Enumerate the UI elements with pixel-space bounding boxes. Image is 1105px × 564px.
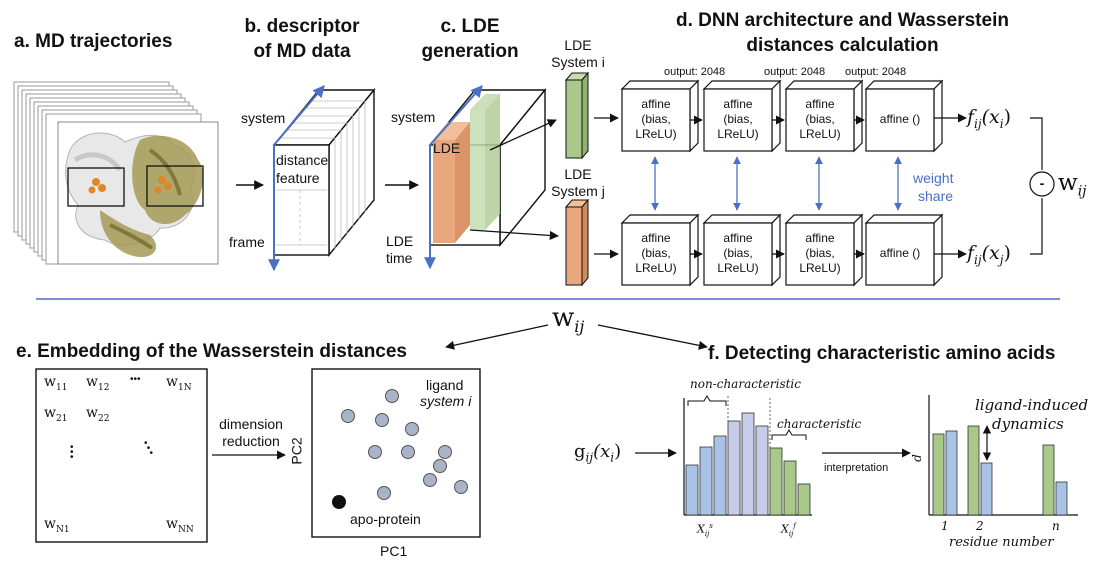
arrow-to-f: [597, 324, 708, 350]
matrix-w22: w22: [86, 405, 110, 424]
residue-tick-1: 1: [941, 519, 949, 533]
embedding-points: [341, 389, 468, 500]
output-label-2: output: 2048: [764, 66, 826, 78]
panel-b-title-1: b. descriptor: [244, 16, 360, 37]
axis-pc2: PC2: [288, 437, 305, 465]
lde-cube: [424, 85, 547, 270]
axis-label-system-c: system: [391, 109, 436, 125]
label-lde: LDE: [433, 140, 461, 156]
weight-share-label-2: share: [918, 188, 954, 204]
dimension-label: dimension: [219, 416, 283, 432]
matrix-w12: w12: [86, 374, 110, 393]
d-axis-label: d: [909, 454, 924, 462]
panel-c-title-1: c. LDE: [440, 16, 500, 37]
lde-system-j-label-1: LDE: [564, 166, 592, 182]
affine-box-top-2: affine (bias, LReLU): [717, 97, 759, 141]
weight-share-arrows: [651, 156, 902, 211]
wasserstein-w-ij-top: wij: [1058, 170, 1087, 200]
output-f-ij-xi: fij(xi): [967, 106, 1012, 131]
lde-system-i-label-1: LDE: [564, 37, 592, 53]
lde-system-i-label-2: System i: [551, 54, 605, 70]
matrix-hdots: •••: [130, 374, 141, 385]
axis-pc1: PC1: [380, 543, 408, 559]
panel-f-title: f. Detecting characteristic amino acids: [708, 343, 1056, 364]
interpretation-label: interpretation: [824, 462, 889, 474]
arrow-to-lde-i: [489, 119, 557, 151]
affine-box-top-1: affine (bias, LReLU): [635, 97, 677, 141]
affine-box-bottom-3: affine (bias, LReLU): [799, 231, 841, 275]
dnn-bottom-row: [620, 213, 944, 287]
affine-box-bottom-1: affine (bias, LReLU): [635, 231, 677, 275]
arrow-to-lde-j: [469, 229, 559, 240]
histogram-chart: [683, 395, 812, 516]
apo-protein-point: [332, 495, 346, 509]
dynamics-label: dynamics: [992, 415, 1064, 433]
affine-box-bottom-4: affine (): [879, 246, 921, 260]
ligand-label-1: ligand: [426, 377, 464, 393]
affine-box-top-4: affine (): [879, 112, 921, 126]
weight-share-label-1: weight: [913, 170, 954, 186]
ligand-label-2: system i: [420, 393, 472, 409]
label-lde-time-2: time: [386, 250, 413, 266]
matrix-vdots: • • •: [70, 442, 74, 463]
affine-box-top-3: affine (bias, LReLU): [799, 97, 841, 141]
non-characteristic-label: non-characteristic: [690, 377, 801, 391]
arrow-to-e: [445, 324, 549, 350]
axis-label-frame: frame: [229, 234, 265, 250]
affine-box-bottom-2: affine (bias, LReLU): [717, 231, 759, 275]
label-lde-time-1: LDE: [386, 233, 414, 249]
ligand-induced-label: ligand-induced: [975, 396, 1089, 414]
dnn-flow-arrows: [594, 113, 967, 259]
lde-system-j-bar: [564, 198, 590, 287]
wasserstein-w-ij-center: wij: [552, 303, 585, 337]
panel-e-title: e. Embedding of the Wasserstein distance…: [16, 341, 408, 362]
label-distance: distance: [276, 152, 329, 168]
residue-tick-2: 2: [976, 519, 984, 533]
panel-d-title-2: distances calculation: [746, 35, 939, 56]
panel-d-title-1: d. DNN architecture and Wasserstein: [676, 10, 1009, 31]
x-f-label: Xijf: [781, 522, 796, 538]
minus-operator: -: [1039, 175, 1045, 191]
matrix-wN1: wN1: [44, 516, 70, 535]
apo-protein-label: apo-protein: [350, 511, 421, 527]
descriptor-cube: [268, 85, 376, 272]
matrix-w1N: w1N: [166, 374, 192, 393]
x-s-label: Xijs: [697, 522, 713, 538]
characteristic-label: characteristic: [777, 417, 862, 431]
output-label-1: output: 2048: [664, 66, 726, 78]
residue-bar-chart: [928, 395, 1078, 516]
panel-c-title-2: generation: [421, 41, 519, 62]
reduction-label: reduction: [222, 433, 280, 449]
label-feature: feature: [276, 170, 320, 186]
panel-a-title: a. MD trajectories: [14, 31, 173, 52]
output-f-ij-xj: fij(xj): [967, 242, 1011, 267]
lde-system-j-label-2: System j: [551, 183, 605, 199]
residue-tick-n: n: [1052, 519, 1060, 533]
output-label-3: output: 2048: [845, 66, 907, 78]
protein-structure-image: [65, 132, 204, 258]
matrix-w11: w11: [44, 374, 68, 393]
g-ij-xi-input: gij(xi): [574, 441, 622, 465]
matrix-wNN: wNN: [166, 516, 194, 535]
matrix-ddots: • • •: [144, 438, 154, 459]
distance-matrix-box: [35, 368, 208, 543]
matrix-w21: w21: [44, 405, 68, 424]
panel-b-title-2: of MD data: [253, 41, 351, 62]
residue-number-label: residue number: [949, 535, 1054, 550]
difference-bracket: [1029, 117, 1055, 255]
lde-system-i-bar: [564, 71, 590, 160]
axis-label-system: system: [241, 110, 286, 126]
